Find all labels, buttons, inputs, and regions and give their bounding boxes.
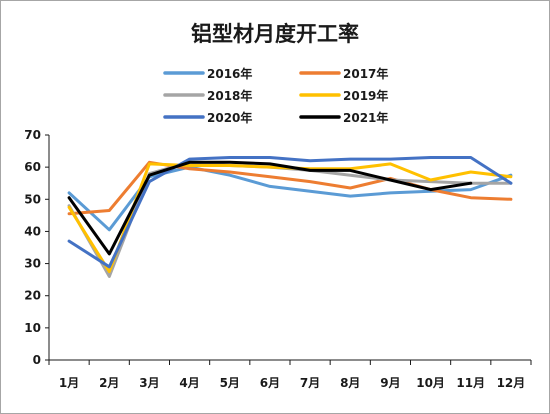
y-tick-label: 10: [24, 321, 41, 335]
y-tick-label: 30: [24, 257, 41, 271]
x-tick-label: 8月: [340, 376, 360, 390]
legend-label: 2018年: [207, 88, 252, 103]
series-lines: [67, 156, 513, 278]
x-tick-label: 6月: [260, 376, 280, 390]
chart-title: 铝型材月度开工率: [191, 22, 359, 46]
x-tick-label: 9月: [380, 376, 400, 390]
x-tick-label: 2月: [99, 376, 119, 390]
y-tick-label: 40: [24, 224, 41, 238]
legend-label: 2020年: [207, 110, 252, 125]
x-tick-label: 7月: [300, 376, 320, 390]
y-tick-label: 50: [24, 192, 41, 206]
legend-label: 2019年: [343, 88, 388, 103]
legend-label: 2017年: [343, 66, 388, 81]
y-axis: 0 10 20 30 40 50 60 70: [24, 128, 50, 367]
legend-label: 2021年: [343, 110, 388, 125]
series-line-2017年: [67, 160, 513, 216]
x-tick-label: 4月: [179, 376, 199, 390]
x-tick-label: 12月: [497, 376, 526, 390]
x-axis: 1月 2月 3月 4月 5月 6月 7月 8月 9月 10月 11月 12月: [48, 359, 532, 390]
x-tick-label: 10月: [416, 376, 445, 390]
x-tick-label: 3月: [139, 376, 159, 390]
y-tick-label: 70: [24, 128, 41, 142]
legend: 2016年 2017年 2018年 2019年 2020年 2021年: [163, 66, 388, 125]
x-tick-label: 1月: [59, 376, 79, 390]
y-tick-label: 20: [24, 289, 41, 303]
series-line-2021年: [67, 160, 473, 256]
x-tick-label: 11月: [456, 376, 485, 390]
legend-label: 2016年: [207, 66, 252, 81]
series-line-2020年: [67, 156, 513, 269]
y-tick-label: 0: [33, 353, 41, 367]
y-tick-label: 60: [24, 160, 41, 174]
x-tick-label: 5月: [220, 376, 240, 390]
